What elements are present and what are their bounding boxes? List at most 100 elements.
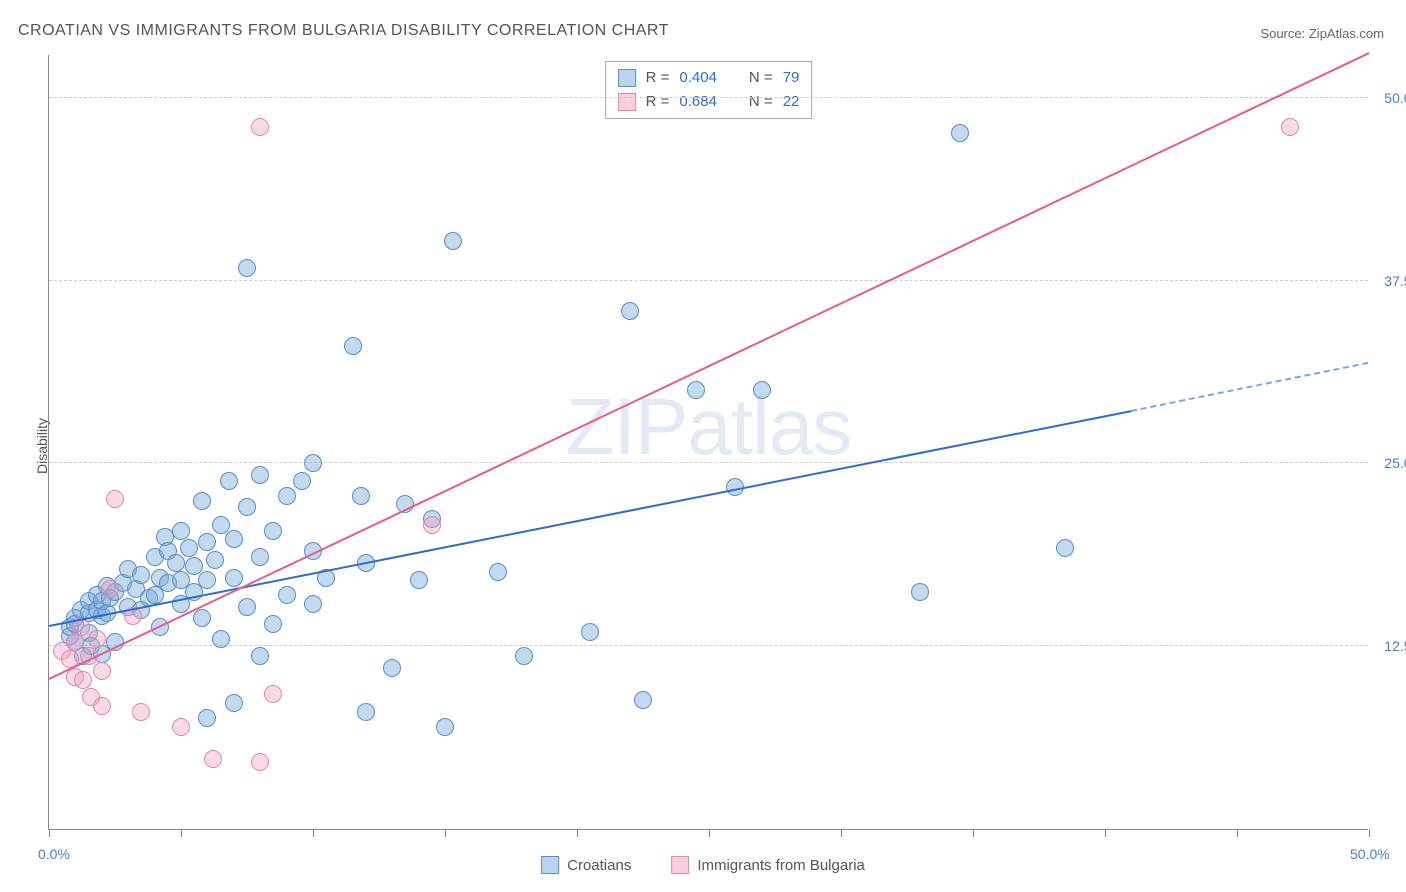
scatter-point (687, 381, 705, 399)
scatter-point (515, 647, 533, 665)
scatter-point (304, 595, 322, 613)
scatter-point (225, 530, 243, 548)
stats-row-2: R = 0.684 N = 22 (618, 90, 800, 114)
scatter-point (753, 381, 771, 399)
chart-title: CROATIAN VS IMMIGRANTS FROM BULGARIA DIS… (18, 22, 669, 40)
x-tick-label: 0.0% (38, 846, 70, 862)
scatter-point (93, 697, 111, 715)
r-label-2: R = (646, 90, 670, 114)
scatter-point (185, 557, 203, 575)
r-value-1: 0.404 (679, 66, 717, 90)
plot-area: ZIPatlas R = 0.404 N = 79 R = 0.684 N = … (48, 55, 1368, 830)
scatter-point (172, 718, 190, 736)
scatter-point (634, 691, 652, 709)
scatter-point (238, 259, 256, 277)
stats-row-1: R = 0.404 N = 79 (618, 66, 800, 90)
scatter-point (132, 703, 150, 721)
scatter-point (198, 709, 216, 727)
scatter-point (193, 609, 211, 627)
x-tick (1237, 829, 1238, 837)
stats-legend: R = 0.404 N = 79 R = 0.684 N = 22 (605, 61, 813, 119)
trend-line (1131, 362, 1369, 412)
x-tick (1105, 829, 1106, 837)
scatter-point (278, 586, 296, 604)
r-label-1: R = (646, 66, 670, 90)
scatter-point (212, 630, 230, 648)
y-tick-label: 25.0% (1384, 455, 1406, 471)
scatter-point (251, 753, 269, 771)
r-value-2: 0.684 (679, 90, 717, 114)
source-label: Source: (1260, 26, 1305, 41)
legend-swatch-pink-icon (671, 856, 689, 874)
trend-line (49, 52, 1370, 680)
scatter-point (423, 516, 441, 534)
scatter-point (101, 580, 119, 598)
scatter-point (204, 750, 222, 768)
x-tick (49, 829, 50, 837)
scatter-point (278, 487, 296, 505)
x-tick-label: 50.0% (1350, 846, 1390, 862)
scatter-point (489, 563, 507, 581)
scatter-point (225, 569, 243, 587)
n-label-1: N = (749, 66, 773, 90)
scatter-point (167, 554, 185, 572)
scatter-point (383, 659, 401, 677)
gridline (49, 280, 1368, 281)
x-tick (1369, 829, 1370, 837)
n-label-2: N = (749, 90, 773, 114)
watermark: ZIPatlas (566, 381, 851, 473)
scatter-point (352, 487, 370, 505)
y-tick-label: 50.0% (1384, 90, 1406, 106)
scatter-point (225, 694, 243, 712)
scatter-point (238, 598, 256, 616)
legend-item-1: Croatians (541, 856, 631, 874)
scatter-point (264, 685, 282, 703)
legend-swatch-blue-icon (541, 856, 559, 874)
scatter-point (251, 118, 269, 136)
scatter-point (180, 539, 198, 557)
legend-label-2: Immigrants from Bulgaria (697, 857, 865, 874)
scatter-point (357, 703, 375, 721)
scatter-point (436, 718, 454, 736)
scatter-point (293, 472, 311, 490)
scatter-point (581, 623, 599, 641)
legend-item-2: Immigrants from Bulgaria (671, 856, 865, 874)
scatter-point (206, 551, 224, 569)
x-tick (841, 829, 842, 837)
n-value-2: 22 (783, 90, 800, 114)
scatter-point (132, 566, 150, 584)
scatter-point (172, 522, 190, 540)
swatch-blue-icon (618, 69, 636, 87)
scatter-point (304, 454, 322, 472)
scatter-point (621, 302, 639, 320)
gridline (49, 97, 1368, 98)
n-value-1: 79 (783, 66, 800, 90)
scatter-point (251, 548, 269, 566)
scatter-point (264, 615, 282, 633)
scatter-point (93, 662, 111, 680)
scatter-point (251, 647, 269, 665)
scatter-point (88, 630, 106, 648)
scatter-point (238, 498, 256, 516)
scatter-point (74, 671, 92, 689)
scatter-point (410, 571, 428, 589)
x-tick (709, 829, 710, 837)
scatter-point (911, 583, 929, 601)
x-tick (445, 829, 446, 837)
scatter-point (193, 492, 211, 510)
scatter-point (251, 466, 269, 484)
bottom-legend: Croatians Immigrants from Bulgaria (541, 856, 865, 874)
gridline (49, 645, 1368, 646)
y-tick-label: 37.5% (1384, 273, 1406, 289)
gridline (49, 462, 1368, 463)
scatter-point (106, 490, 124, 508)
x-tick (181, 829, 182, 837)
scatter-point (198, 533, 216, 551)
x-tick (313, 829, 314, 837)
source-attribution: Source: ZipAtlas.com (1260, 26, 1384, 41)
scatter-point (344, 337, 362, 355)
scatter-point (951, 124, 969, 142)
scatter-point (264, 522, 282, 540)
scatter-point (198, 571, 216, 589)
trend-line (49, 410, 1132, 627)
